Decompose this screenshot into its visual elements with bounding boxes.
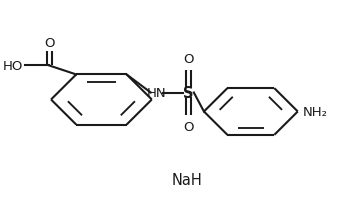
Text: S: S: [183, 86, 193, 101]
Text: NH₂: NH₂: [303, 105, 328, 118]
Text: O: O: [44, 37, 55, 50]
Text: HN: HN: [147, 87, 167, 100]
Text: O: O: [183, 120, 193, 133]
Text: O: O: [183, 53, 193, 66]
Text: NaH: NaH: [171, 172, 202, 187]
Text: HO: HO: [3, 60, 23, 73]
